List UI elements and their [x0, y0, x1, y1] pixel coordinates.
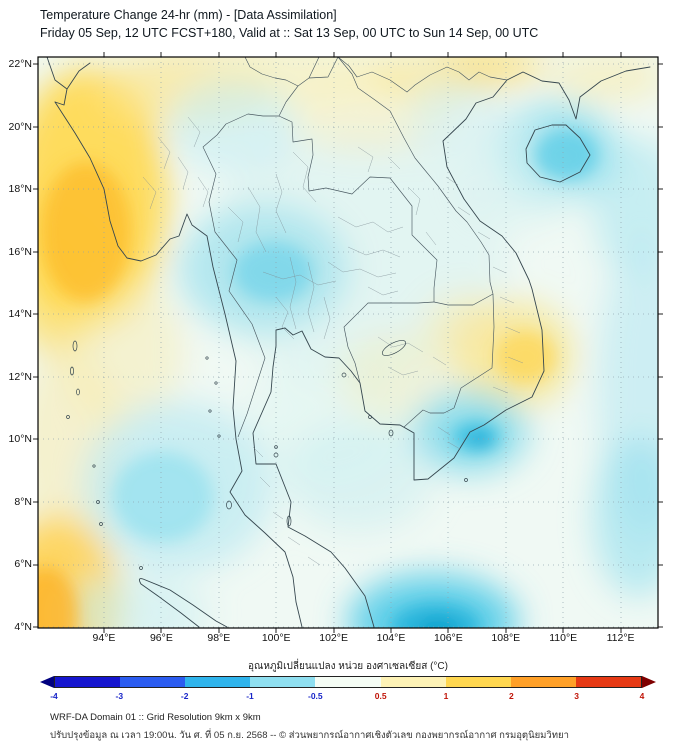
- longitude-label: 106°E: [434, 632, 463, 644]
- colorbar-segment: [120, 677, 186, 687]
- map-canvas: [33, 52, 663, 633]
- colorbar-segment: [250, 677, 316, 687]
- map-frame: [37, 56, 659, 629]
- colorbar: [40, 676, 656, 688]
- colorbar-tick-label: -0.5: [308, 691, 323, 701]
- latitude-label: 12°N: [8, 370, 32, 383]
- longitude-axis-labels: 94°E 96°E 98°E 100°E 102°E 104°E 106°E 108°E 110…: [0, 632, 676, 646]
- colorbar-tick-label: -3: [115, 691, 124, 701]
- axis-ticks: [33, 52, 663, 633]
- temperature-field: [38, 57, 658, 628]
- colorbar-tick-label: 0.5: [374, 691, 387, 701]
- update-credit-info: ปรับปรุงข้อมูล ณ เวลา 19:00น. วัน ศ. ที่…: [50, 730, 569, 741]
- longitude-label: 96°E: [149, 632, 173, 644]
- colorbar-tick-labels: -4 -3 -2 -1 -0.5 0.5 1 2 3 4: [50, 691, 645, 703]
- longitude-label: 108°E: [491, 632, 521, 644]
- colorbar-segment: [185, 677, 251, 687]
- small-islands: [66, 340, 468, 570]
- coastline-west: [54, 101, 303, 628]
- forecast-valid-time: Friday 05 Sep, 12 UTC FCST+180, Valid at…: [40, 26, 539, 40]
- map-area: [33, 52, 663, 633]
- colorbar-segment: [510, 677, 576, 687]
- colorbar-arrow-right: [642, 676, 656, 688]
- colorbar-label: อุณหภูมิเปลี่ยนแปลง หน่วย องศาเซลเซียส (…: [248, 661, 448, 672]
- colorbar-tick-label: -4: [50, 691, 58, 701]
- coastlines: [46, 57, 651, 628]
- colorbar-tick-label: 4: [639, 691, 645, 701]
- country-borders: [202, 57, 508, 438]
- longitude-label: 94°E: [92, 632, 116, 644]
- graticule-gridlines: [38, 57, 658, 628]
- latitude-label: 10°N: [8, 433, 32, 446]
- colorbar-tick-label: 1: [443, 691, 449, 701]
- northwest-border: [46, 57, 91, 106]
- longitude-label: 98°E: [207, 632, 231, 644]
- longitude-label: 104°E: [376, 632, 406, 644]
- colorbar-tick-label: 3: [574, 691, 580, 701]
- latitude-label: 14°N: [8, 308, 32, 321]
- colorbar-segment: [380, 677, 446, 687]
- latitude-label: 20°N: [8, 120, 32, 133]
- page-title: Temperature Change 24-hr (mm) - [Data As…: [40, 8, 337, 22]
- longitude-label: 100°E: [261, 632, 291, 644]
- colorbar-segment: [315, 677, 381, 687]
- colorbar-segment: [445, 677, 511, 687]
- colorbar-tick-label: 2: [508, 691, 514, 701]
- temperature-field-cores: [38, 129, 598, 628]
- latitude-label: 6°N: [14, 558, 32, 571]
- colorbar-segment: [575, 677, 641, 687]
- colorbar-segment: [55, 677, 121, 687]
- colorbar-arrow-left: [40, 676, 54, 688]
- latitude-label: 16°N: [8, 245, 32, 258]
- latitude-label: 18°N: [8, 183, 32, 196]
- longitude-label: 110°E: [549, 632, 578, 644]
- colorbar-tick-label: -1: [246, 691, 254, 701]
- colorbar-segments: [54, 676, 642, 688]
- coastline-east: [252, 66, 651, 628]
- longitude-label: 112°E: [606, 632, 635, 644]
- latitude-label: 22°N: [8, 58, 32, 70]
- model-info: WRF-DA Domain 01 :: Grid Resolution 9km …: [50, 712, 261, 723]
- province-borders: [142, 116, 524, 566]
- longitude-label: 102°E: [319, 632, 348, 644]
- latitude-axis-labels: 22°N 20°N 18°N 16°N 14°N 12°N 10°N 8°N 6°N 4°N: [0, 0, 36, 756]
- sumatra-tip: [138, 578, 228, 628]
- latitude-label: 4°N: [14, 620, 32, 633]
- colorbar-tick-label: -2: [180, 691, 189, 701]
- hainan-island: [525, 124, 591, 183]
- latitude-label: 8°N: [14, 495, 32, 508]
